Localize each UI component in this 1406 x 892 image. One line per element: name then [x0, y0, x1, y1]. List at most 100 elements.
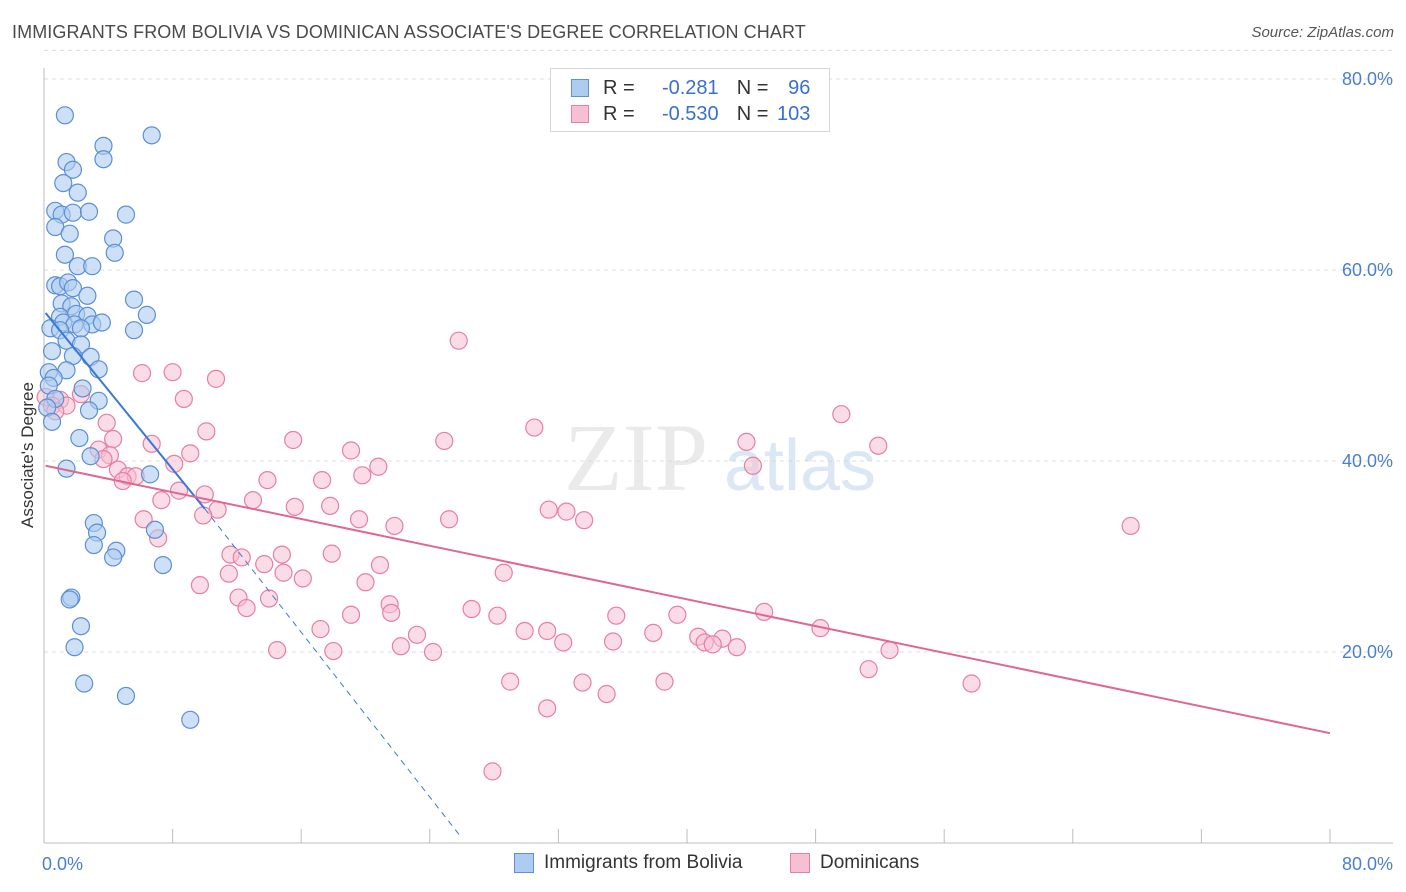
series-swatch-dominican	[790, 853, 810, 873]
dominicans-point	[668, 605, 687, 624]
dominicans-point	[494, 563, 513, 582]
dominicans-point	[832, 405, 851, 424]
dominicans-point	[525, 418, 544, 437]
source-label: Source: ZipAtlas.com	[1251, 24, 1394, 41]
legend-r-label: R =	[603, 76, 635, 99]
dominicans-point	[603, 632, 623, 651]
dominicans-point	[134, 510, 153, 529]
dominicans-point	[267, 640, 287, 660]
bolivia-trend-extension	[204, 508, 463, 839]
dominicans-point	[285, 497, 304, 516]
dominicans-point	[311, 619, 330, 639]
dominicans-point	[962, 674, 981, 693]
bolivia-point	[140, 465, 160, 484]
dominicans-point	[206, 369, 226, 388]
dominicans-point	[449, 331, 468, 350]
dominicans-point	[356, 573, 375, 592]
dominicans-point	[353, 466, 372, 485]
bolivia-point	[63, 203, 83, 222]
dominicans-point	[293, 569, 312, 588]
dominicans-point	[255, 555, 274, 574]
bolivia-point	[116, 205, 136, 224]
bolivia-trend-line	[44, 312, 206, 510]
dominicans-point	[163, 363, 182, 382]
bolivia-point	[81, 447, 100, 466]
dominicans-point	[859, 660, 878, 679]
y-tick-label: 60.0%	[1342, 260, 1393, 280]
bolivia-point	[70, 428, 89, 448]
dominicans-point	[575, 511, 594, 530]
bolivia-point	[75, 674, 94, 693]
watermark: ZIP atlas	[564, 404, 876, 511]
legend-n-label: N =	[736, 102, 769, 125]
legend-row-bolivia: R = -0.281 N = 96	[571, 75, 810, 101]
bolivia-point	[104, 548, 123, 567]
bolivia-point	[55, 106, 74, 125]
bolivia-point	[54, 173, 73, 193]
dominicans-point	[703, 635, 722, 654]
bolivia-point	[145, 520, 165, 539]
series-legend: Immigrants from Bolivia Dominicans	[0, 852, 1406, 878]
dominicans-point	[104, 429, 123, 449]
series-label-bolivia: Immigrants from Bolivia	[544, 852, 743, 873]
dominicans-point	[272, 545, 292, 564]
bolivia-point	[65, 638, 84, 657]
series-legend-dominican: Dominicans	[790, 852, 919, 874]
legend-r-value-dominican: -0.530	[661, 102, 719, 125]
dominicans-point	[181, 444, 200, 463]
dominicans-point	[755, 602, 774, 621]
dominicans-point	[573, 673, 592, 692]
bolivia-point	[63, 279, 83, 298]
dominicans-point	[462, 599, 481, 619]
watermark-zip: ZIP	[564, 404, 708, 511]
bolivia-point	[124, 290, 144, 309]
legend-n-value-dominican: 103	[777, 102, 811, 125]
bolivia-point	[116, 686, 136, 706]
legend-swatch-bolivia	[571, 79, 589, 97]
bolivia-point	[181, 710, 200, 729]
dominicans-point	[312, 471, 332, 490]
dominicans-point	[284, 430, 303, 450]
bolivia-point	[79, 202, 99, 221]
bolivia-point	[153, 555, 173, 575]
legend-n-value-bolivia: 96	[788, 76, 811, 99]
bolivia-point	[137, 305, 156, 324]
dominicans-point	[655, 672, 674, 691]
tick-labels: 0.0% 80.0% 20.0% 40.0% 60.0% 80.0%	[42, 69, 1393, 874]
dominicans-point	[869, 436, 888, 455]
legend-swatch-dominican	[571, 105, 589, 123]
trend-lines	[44, 312, 1331, 839]
dominicans-point	[407, 625, 427, 644]
dominicans-point	[423, 642, 443, 662]
dominicans-point	[385, 516, 404, 536]
dominicans-point	[197, 422, 216, 441]
dominicans-point	[219, 564, 238, 583]
x-tick-label-min: 0.0%	[42, 854, 83, 874]
dominicans-point	[237, 598, 256, 618]
bolivia-point	[89, 360, 108, 379]
legend-row-dominican: R = -0.530 N = 103	[571, 101, 810, 127]
dominicans-point	[515, 621, 534, 641]
bolivia-point	[73, 379, 92, 398]
bolivia-point	[71, 617, 91, 636]
bolivia-point	[42, 342, 62, 361]
dominicans-point	[539, 500, 558, 519]
series-label-dominican: Dominicans	[820, 852, 920, 873]
dominicans-point	[369, 457, 388, 476]
y-tick-label: 20.0%	[1342, 642, 1393, 662]
legend-r-label: R =	[603, 102, 635, 125]
dominicans-point	[1121, 516, 1140, 536]
chart-title: IMMIGRANTS FROM BOLIVIA VS DOMINICAN ASS…	[12, 22, 806, 42]
series-swatch-bolivia	[514, 853, 534, 873]
dominicans-point	[258, 471, 277, 490]
y-tick-label: 40.0%	[1342, 451, 1393, 471]
bolivia-point	[124, 321, 144, 340]
bolivia-point	[78, 286, 97, 305]
bolivia-point	[142, 126, 161, 145]
dominicans-point	[194, 506, 213, 525]
dominicans-point	[538, 699, 557, 718]
dominicans-point	[321, 496, 340, 515]
dominicans-point	[97, 413, 116, 432]
dominicans-point	[554, 633, 573, 652]
